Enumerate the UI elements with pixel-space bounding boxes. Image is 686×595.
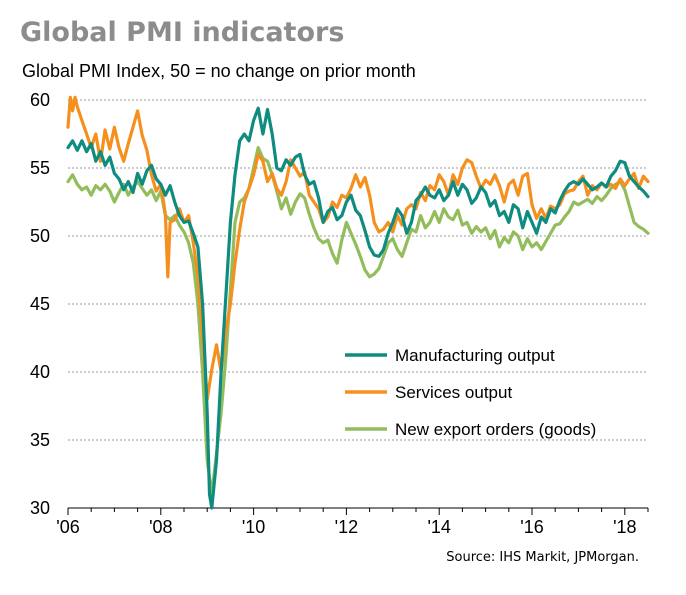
x-tick-label: '18 — [613, 517, 636, 537]
y-tick-label: 60 — [30, 90, 50, 110]
y-tick-label: 40 — [30, 362, 50, 382]
y-tick-label: 30 — [30, 498, 50, 518]
chart-subtitle: Global PMI Index, 50 = no change on prio… — [22, 61, 416, 81]
x-tick-label: '16 — [520, 517, 543, 537]
series-line-1 — [66, 106, 650, 510]
gridlines — [68, 99, 648, 441]
source-note: Source: IHS Markit, JPMorgan. — [446, 550, 639, 565]
x-tick-label: '10 — [242, 517, 265, 537]
x-tick-label: '08 — [149, 517, 172, 537]
y-tick-label: 55 — [30, 158, 50, 178]
series-lines — [66, 95, 650, 510]
y-tick-label: 50 — [30, 226, 50, 246]
legend-label-3: New export orders (goods) — [395, 420, 596, 439]
axes: 30 35 40 45 50 55 60 '06 '08 '10 '12 '14 '16 '18 — [30, 90, 649, 537]
y-tick-label: 35 — [30, 430, 50, 450]
chart-title: Global PMI indicators — [20, 17, 345, 48]
x-tick-label: '06 — [56, 517, 79, 537]
x-tick-label: '12 — [335, 517, 358, 537]
y-tick-label: 45 — [30, 294, 50, 314]
legend-label-2: Services output — [395, 383, 512, 402]
legend-label-1: Manufacturing output — [395, 346, 555, 365]
x-tick-label: '14 — [427, 517, 450, 537]
legend: Manufacturing output Services output New e… — [345, 346, 596, 439]
